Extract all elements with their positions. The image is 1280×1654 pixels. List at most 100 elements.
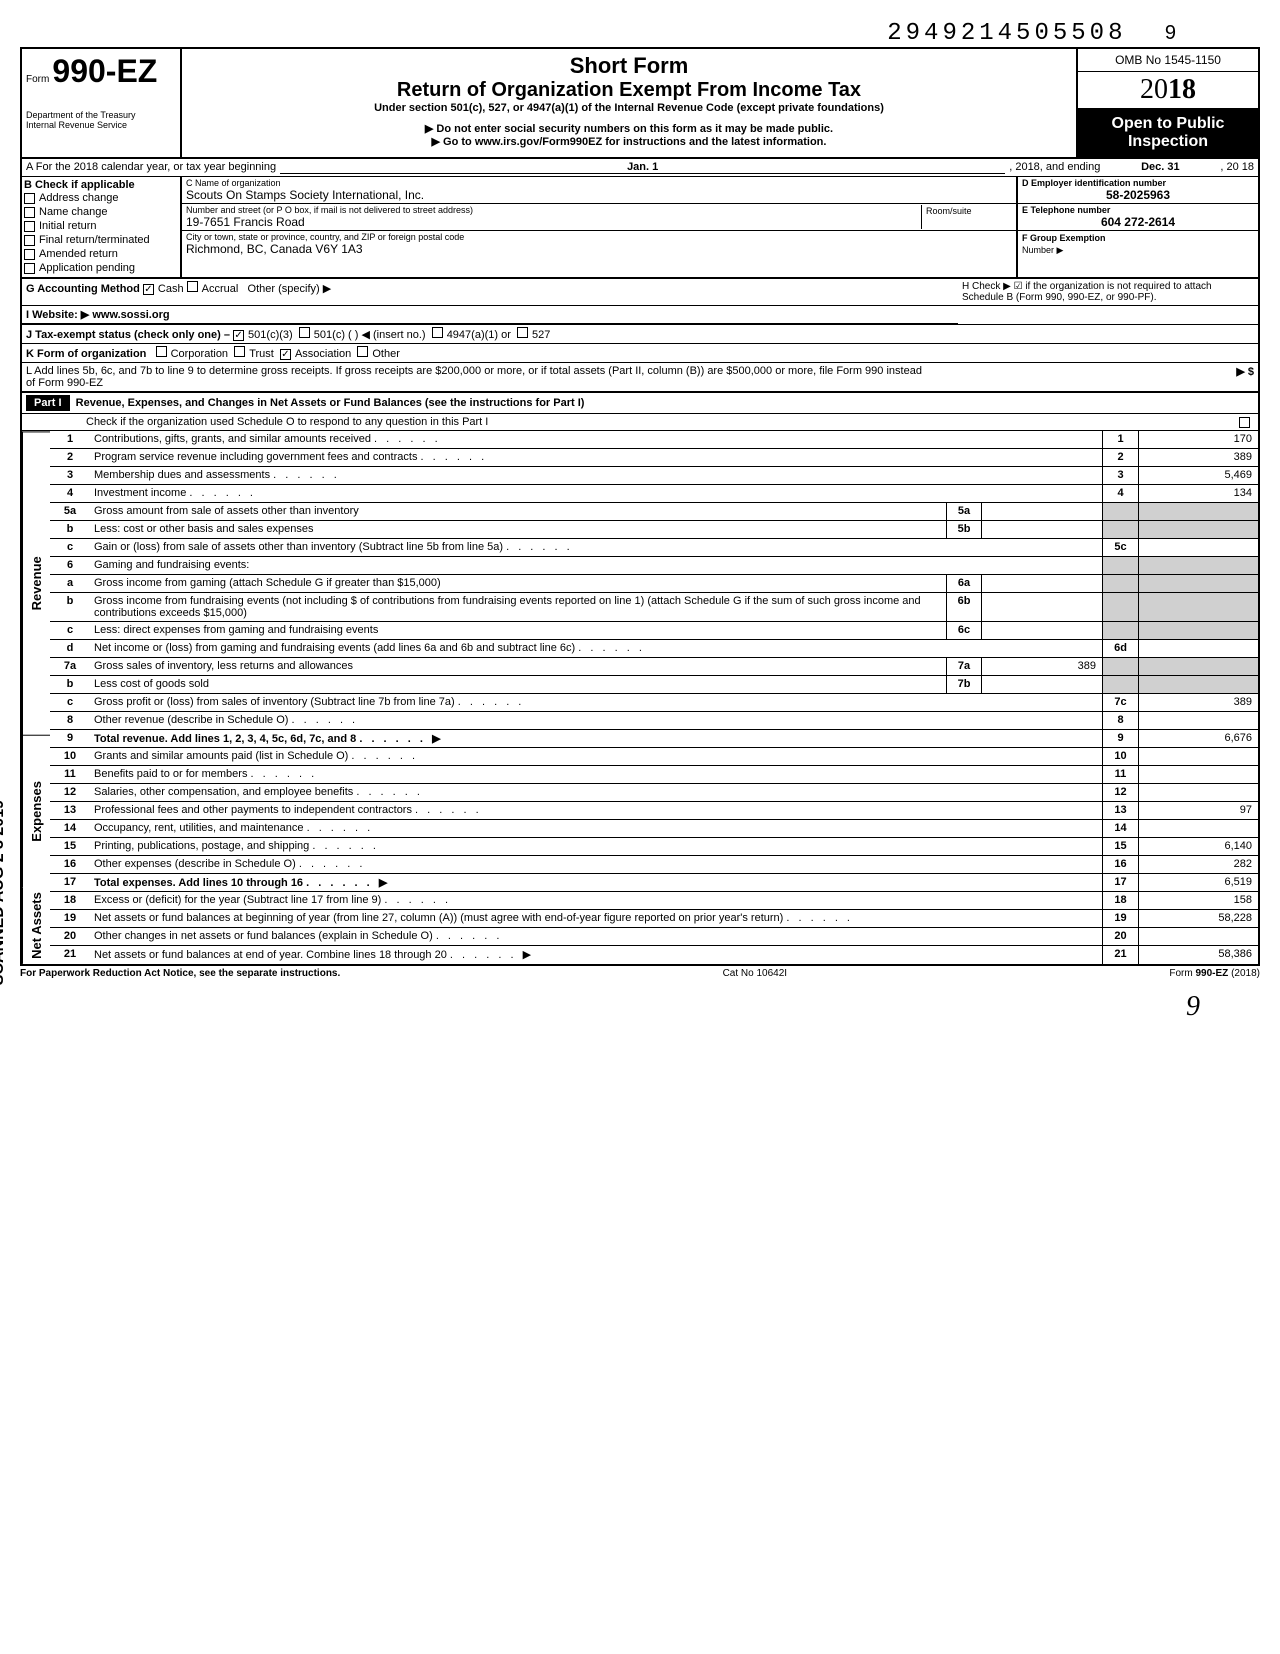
table-row: 6Gaming and fundraising events: (50, 557, 1258, 575)
section-b-checkbox-5[interactable] (24, 263, 35, 274)
line-box-num: 11 (1102, 766, 1138, 783)
line-number: 19 (50, 910, 90, 927)
line-box-val (1138, 766, 1258, 783)
section-b-label: B Check if applicable (24, 179, 178, 191)
section-b-checkbox-2[interactable] (24, 221, 35, 232)
table-row: 5aGross amount from sale of assets other… (50, 503, 1258, 521)
line-text: Less: direct expenses from gaming and fu… (90, 622, 946, 639)
line-text: Occupancy, rent, utilities, and maintena… (90, 820, 1102, 837)
section-b-item-label: Application pending (39, 262, 135, 274)
4947-checkbox[interactable] (432, 327, 443, 338)
line-number: 14 (50, 820, 90, 837)
footer-center: Cat No 10642I (723, 968, 788, 979)
line-box-num: 13 (1102, 802, 1138, 819)
section-b-checkbox-3[interactable] (24, 235, 35, 246)
section-b-item-label: Initial return (39, 220, 96, 232)
form-prefix: Form (26, 74, 49, 85)
row-k-checkbox-3[interactable] (357, 346, 368, 357)
line-box-num: 10 (1102, 748, 1138, 765)
table-row: 2Program service revenue including gover… (50, 449, 1258, 467)
part1-check: Check if the organization used Schedule … (20, 414, 1260, 431)
dept-label: Department of the Treasury Internal Reve… (26, 110, 176, 130)
form-warning: ▶ Do not enter social security numbers o… (190, 122, 1068, 135)
table-row: bGross income from fundraising events (n… (50, 593, 1258, 622)
line-box-val: 58,228 (1138, 910, 1258, 927)
section-b-checkbox-0[interactable] (24, 193, 35, 204)
line-number: b (50, 521, 90, 538)
line-box-val (1138, 784, 1258, 801)
row-k-opt-label: Corporation (171, 348, 228, 360)
row-k-checkbox-1[interactable] (234, 346, 245, 357)
line-number: 9 (50, 730, 90, 747)
line-number: 13 (50, 802, 90, 819)
cash-checkbox[interactable]: ✓ (143, 284, 154, 295)
part1-check-text: Check if the organization used Schedule … (86, 416, 488, 428)
line-inner-box-num: 6a (946, 575, 982, 592)
line-number: b (50, 676, 90, 693)
line-box-val: 5,469 (1138, 467, 1258, 484)
section-b-checkbox-1[interactable] (24, 207, 35, 218)
row-g-h: G Accounting Method ✓Cash Accrual Other … (20, 279, 1260, 306)
line-box-shaded (1102, 676, 1138, 693)
footer-right: Form 990-EZ (2018) (1169, 968, 1260, 979)
table-row: 13Professional fees and other payments t… (50, 802, 1258, 820)
line-val-shaded (1138, 676, 1258, 693)
line-val-shaded (1138, 575, 1258, 592)
row-k: K Form of organization Corporation Trust… (20, 344, 1260, 363)
line-box-num: 1 (1102, 431, 1138, 448)
part1-title: Revenue, Expenses, and Changes in Net As… (76, 397, 585, 409)
table-row: 14Occupancy, rent, utilities, and mainte… (50, 820, 1258, 838)
table-row: cGross profit or (loss) from sales of in… (50, 694, 1258, 712)
main-table: Revenue Expenses Net Assets 1Contributio… (20, 431, 1260, 966)
row-i-j: I Website: ▶ www.sossi.org (20, 306, 1260, 325)
line-number: 15 (50, 838, 90, 855)
line-inner-box-num: 6b (946, 593, 982, 621)
tax-year: 20201818 (1078, 72, 1258, 109)
form-goto: ▶ Go to www.irs.gov/Form990EZ for instru… (190, 135, 1068, 148)
line-number: 4 (50, 485, 90, 502)
line-number: d (50, 640, 90, 657)
line-box-shaded (1102, 503, 1138, 520)
line-text: Grants and similar amounts paid (list in… (90, 748, 1102, 765)
line-box-val (1138, 539, 1258, 556)
part1-checkbox[interactable] (1239, 417, 1250, 428)
501c-checkbox[interactable] (299, 327, 310, 338)
line-box-val: 6,519 (1138, 874, 1258, 891)
527-checkbox[interactable] (517, 327, 528, 338)
section-b-checkbox-4[interactable] (24, 249, 35, 260)
row-k-checkbox-2[interactable]: ✓ (280, 349, 291, 360)
line-text: Gross income from gaming (attach Schedul… (90, 575, 946, 592)
ein: 58-2025963 (1022, 188, 1254, 202)
table-row: dNet income or (loss) from gaming and fu… (50, 640, 1258, 658)
line-a-prefix: A For the 2018 calendar year, or tax yea… (26, 161, 276, 174)
501c3-checkbox[interactable]: ✓ (233, 330, 244, 341)
footer: For Paperwork Reduction Act Notice, see … (20, 966, 1260, 981)
row-k-label: K Form of organization (26, 348, 146, 360)
table-row: cLess: direct expenses from gaming and f… (50, 622, 1258, 640)
accrual-checkbox[interactable] (187, 281, 198, 292)
line-text: Other changes in net assets or fund bala… (90, 928, 1102, 945)
room-label: Room/suite (926, 206, 1008, 216)
line-box-num: 14 (1102, 820, 1138, 837)
line-inner-box-num: 7b (946, 676, 982, 693)
line-box-shaded (1102, 521, 1138, 538)
row-k-checkbox-0[interactable] (156, 346, 167, 357)
line-val-shaded (1138, 557, 1258, 574)
line-inner-box-val (982, 593, 1102, 621)
street: 19-7651 Francis Road (186, 215, 921, 229)
row-k-opt-label: Association (295, 348, 351, 360)
section-b-item: Initial return (24, 219, 178, 233)
row-k-opt-label: Other (372, 348, 400, 360)
line-inner-box-val (982, 503, 1102, 520)
table-row: 17Total expenses. Add lines 10 through 1… (50, 874, 1258, 892)
line-number: 10 (50, 748, 90, 765)
row-j: J Tax-exempt status (check only one) – ✓… (20, 325, 1260, 344)
line-a-mid: , 2018, and ending (1009, 161, 1100, 174)
line-number: 12 (50, 784, 90, 801)
line-box-shaded (1102, 593, 1138, 621)
line-box-shaded (1102, 575, 1138, 592)
line-text: Other revenue (describe in Schedule O) .… (90, 712, 1102, 729)
revenue-label: Revenue (22, 431, 50, 735)
table-row: 11Benefits paid to or for members . . . … (50, 766, 1258, 784)
table-row: bLess: cost or other basis and sales exp… (50, 521, 1258, 539)
